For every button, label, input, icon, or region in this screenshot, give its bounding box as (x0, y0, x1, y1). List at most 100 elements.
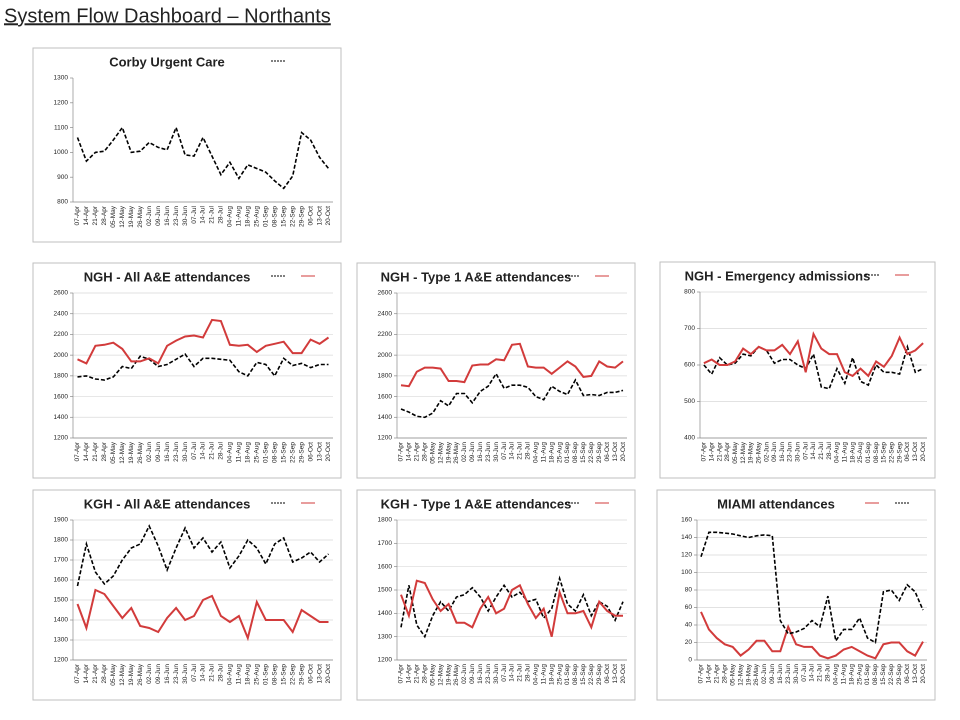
x-tick-label: 21-Jul (209, 441, 216, 459)
y-tick-label: 1400 (54, 617, 69, 624)
x-tick-label: 02-Jun (763, 442, 770, 462)
x-tick-label: 14-Apr (83, 663, 90, 683)
x-tick-label: 12-May (437, 663, 444, 685)
x-tick-label: 09-Jun (155, 442, 162, 462)
x-tick-label: 05-May (429, 663, 436, 685)
x-tick-label: 06-Oct (307, 206, 314, 226)
x-tick-label: 11-Aug (236, 664, 243, 685)
x-tick-label: 29-Sep (896, 664, 903, 685)
x-tick-label: 29-Sep (596, 442, 603, 463)
x-tick-label: 29-Sep (298, 442, 305, 463)
x-tick-label: 29-Sep (896, 442, 903, 463)
series-line (77, 318, 330, 365)
y-tick-label: 1500 (54, 597, 69, 604)
y-tick-label: 0 (688, 657, 692, 664)
chart-panel: KGH - All A&E attendances 1200 1300 1400 150… (32, 489, 342, 701)
x-tick-label: 20-Oct (620, 664, 627, 684)
x-tick-label: 06-Oct (604, 442, 611, 462)
x-tick-label: 05-May (429, 441, 436, 463)
chart-panel: KGH - Type 1 A&E attendances 1200 1300 1400… (356, 489, 636, 701)
x-tick-label: 14-Jul (200, 441, 207, 459)
x-tick-label: 12-May (437, 441, 444, 463)
x-tick-label: 18-Aug (245, 664, 252, 685)
x-tick-label: 04-Aug (533, 664, 540, 685)
chart-frame (356, 262, 636, 479)
x-tick-label: 08-Sep (872, 664, 879, 685)
x-tick-label: 13-Oct (612, 664, 619, 684)
x-tick-label: 07-Jul (501, 663, 508, 681)
series-line (700, 531, 924, 644)
y-tick-label: 140 (681, 534, 692, 541)
x-tick-label: 14-Apr (706, 663, 713, 683)
x-tick-label: 23-Jun (173, 664, 180, 684)
y-tick-label: 2400 (54, 310, 69, 317)
x-tick-label: 13-Oct (912, 664, 919, 684)
series-line (703, 343, 924, 390)
x-tick-label: 25-Aug (254, 442, 261, 463)
x-tick-label: 06-Oct (904, 442, 911, 462)
y-tick-label: 2200 (54, 331, 69, 338)
x-tick-label: 22-Sep (289, 206, 296, 227)
chart-frame (659, 261, 936, 479)
x-tick-label: 07-Apr (74, 205, 81, 225)
x-tick-label: 02-Jun (146, 664, 153, 684)
x-tick-label: 07-Jul (501, 441, 508, 459)
x-tick-label: 16-Jun (477, 664, 484, 684)
series-line (76, 125, 330, 190)
x-tick-label: 30-Jun (493, 442, 500, 462)
y-tick-label: 100 (681, 569, 692, 576)
x-tick-label: 04-Aug (833, 664, 840, 685)
x-tick-label: 28-Jul (525, 441, 532, 459)
y-tick-label: 1200 (378, 435, 393, 442)
series-line (400, 575, 624, 639)
x-tick-label: 22-Sep (888, 442, 895, 463)
x-tick-label: 07-Apr (698, 663, 705, 683)
x-tick-label: 05-May (110, 441, 117, 463)
x-tick-label: 28-Apr (721, 663, 728, 683)
x-tick-label: 16-Jun (164, 442, 171, 462)
x-tick-label: 22-Sep (588, 442, 595, 463)
y-tick-label: 500 (684, 398, 695, 405)
y-tick-label: 800 (57, 199, 68, 206)
x-tick-label: 18-Aug (548, 664, 555, 685)
y-tick-label: 1700 (54, 557, 69, 564)
x-tick-label: 14-Jul (509, 441, 516, 459)
x-tick-label: 28-Apr (724, 441, 731, 461)
x-tick-label: 26-May (753, 663, 760, 685)
chart-frame (656, 489, 936, 701)
x-tick-label: 22-Sep (289, 664, 296, 685)
x-tick-label: 07-Apr (74, 663, 81, 683)
y-tick-label: 1400 (378, 610, 393, 617)
x-tick-label: 22-Sep (289, 442, 296, 463)
x-tick-label: 29-Sep (298, 206, 305, 227)
x-tick-label: 12-May (119, 205, 126, 227)
y-tick-label: 1300 (54, 75, 69, 82)
x-tick-label: 25-Aug (856, 664, 863, 685)
x-tick-label: 28-Jul (218, 441, 225, 459)
x-tick-label: 20-Oct (620, 442, 627, 462)
x-tick-label: 18-Aug (245, 206, 252, 227)
y-tick-label: 600 (684, 362, 695, 369)
x-tick-label: 04-Aug (533, 442, 540, 463)
x-tick-label: 28-Apr (101, 441, 108, 461)
y-tick-label: 800 (684, 289, 695, 296)
x-tick-label: 08-Sep (271, 664, 278, 685)
x-tick-label: 28-Apr (421, 663, 428, 683)
y-tick-label: 2200 (378, 331, 393, 338)
x-tick-label: 21-Jul (209, 663, 216, 681)
series-line (76, 588, 329, 642)
x-tick-label: 11-Aug (540, 664, 547, 685)
y-tick-label: 1600 (378, 563, 393, 570)
x-tick-label: 12-May (737, 663, 744, 685)
x-tick-label: 09-Jun (155, 664, 162, 684)
x-tick-label: 13-Oct (316, 206, 323, 226)
x-tick-label: 25-Aug (857, 442, 864, 463)
x-tick-label: 09-Jun (155, 206, 162, 226)
x-tick-label: 09-Jun (769, 664, 776, 684)
x-tick-label: 28-Jul (218, 663, 225, 681)
x-tick-label: 23-Jun (173, 206, 180, 226)
x-tick-label: 07-Apr (398, 663, 405, 683)
chart-title: NGH - Type 1 A&E attendances (381, 269, 572, 284)
x-tick-label: 21-Jul (517, 441, 524, 459)
chart-frame (32, 489, 342, 701)
